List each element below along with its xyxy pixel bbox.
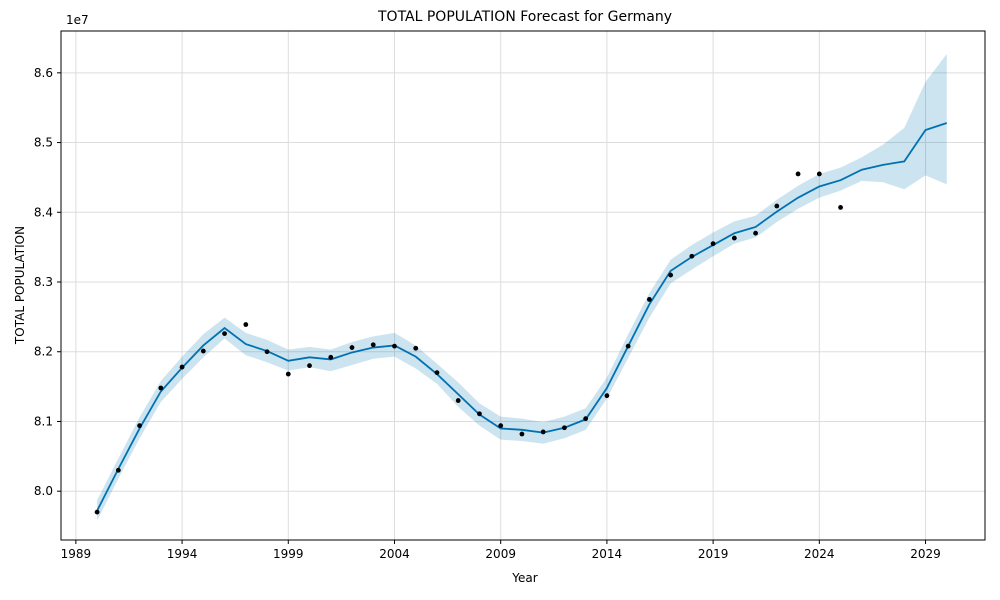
x-tick-label: 2009 [485, 547, 516, 561]
observed-point [753, 230, 758, 236]
observed-point [200, 348, 206, 354]
observed-point [625, 343, 631, 349]
observed-point [285, 371, 291, 377]
y-tick-label: 8.5 [34, 136, 53, 150]
observed-point [562, 425, 567, 431]
observed-point [137, 423, 142, 429]
y-tick-label: 8.1 [34, 414, 53, 428]
y-tick-label: 8.2 [34, 345, 53, 359]
uncertainty-band [97, 54, 947, 521]
x-axis-label: Year [511, 571, 537, 585]
forecast-line [96, 122, 948, 512]
observed-point [243, 322, 249, 327]
x-tick-label: 1994 [167, 547, 198, 561]
observed-point [540, 429, 546, 435]
observed-point [689, 253, 695, 259]
observed-point [158, 385, 164, 391]
x-tick-label: 2019 [698, 547, 729, 561]
observed-point [413, 345, 419, 351]
observed-points [94, 171, 843, 515]
observed-point [307, 363, 312, 369]
observed-point [838, 205, 843, 210]
observed-point [328, 354, 334, 360]
chart-title: TOTAL POPULATION Forecast for Germany [377, 9, 672, 25]
observed-point [731, 235, 737, 241]
y-axis-ticks: 8.0 8.1 8.2 8.3 8.4 8.5 8.6 [34, 66, 61, 498]
observed-point [795, 171, 801, 177]
x-tick-label: 2004 [379, 547, 410, 561]
observed-point [264, 349, 270, 355]
observed-point [115, 467, 121, 473]
observed-point [477, 411, 482, 417]
observed-point [349, 345, 355, 350]
observed-point [774, 203, 780, 209]
x-tick-label: 2024 [804, 547, 835, 561]
observed-point [668, 272, 674, 278]
observed-point [710, 241, 716, 247]
observed-point [455, 398, 461, 403]
x-tick-label: 1999 [273, 547, 304, 561]
observed-point [94, 509, 100, 515]
y-tick-label: 8.0 [34, 484, 53, 498]
observed-point [222, 331, 227, 337]
x-tick-label: 2014 [592, 547, 623, 561]
y-axis-offset-label: 1e7 [66, 13, 89, 27]
observed-point [392, 343, 397, 349]
observed-point [370, 342, 376, 348]
plot-frame [60, 30, 986, 541]
observed-point [816, 171, 822, 177]
observed-point [604, 393, 610, 399]
y-tick-label: 8.3 [34, 275, 53, 289]
observed-point [434, 370, 440, 376]
observed-point [179, 364, 185, 370]
x-axis-ticks: 1989 1994 1999 2004 2009 2014 2019 2024 2029 [61, 540, 941, 561]
observed-point [583, 416, 589, 422]
y-tick-label: 8.6 [34, 66, 53, 80]
observed-point [646, 297, 652, 302]
x-tick-label: 1989 [61, 547, 92, 561]
x-tick-label: 2029 [910, 547, 941, 561]
y-axis-label: TOTAL POPULATION [13, 226, 27, 345]
observed-point [519, 431, 525, 437]
y-tick-label: 8.4 [34, 205, 53, 219]
grid-lines [61, 31, 985, 540]
observed-point [498, 423, 504, 429]
